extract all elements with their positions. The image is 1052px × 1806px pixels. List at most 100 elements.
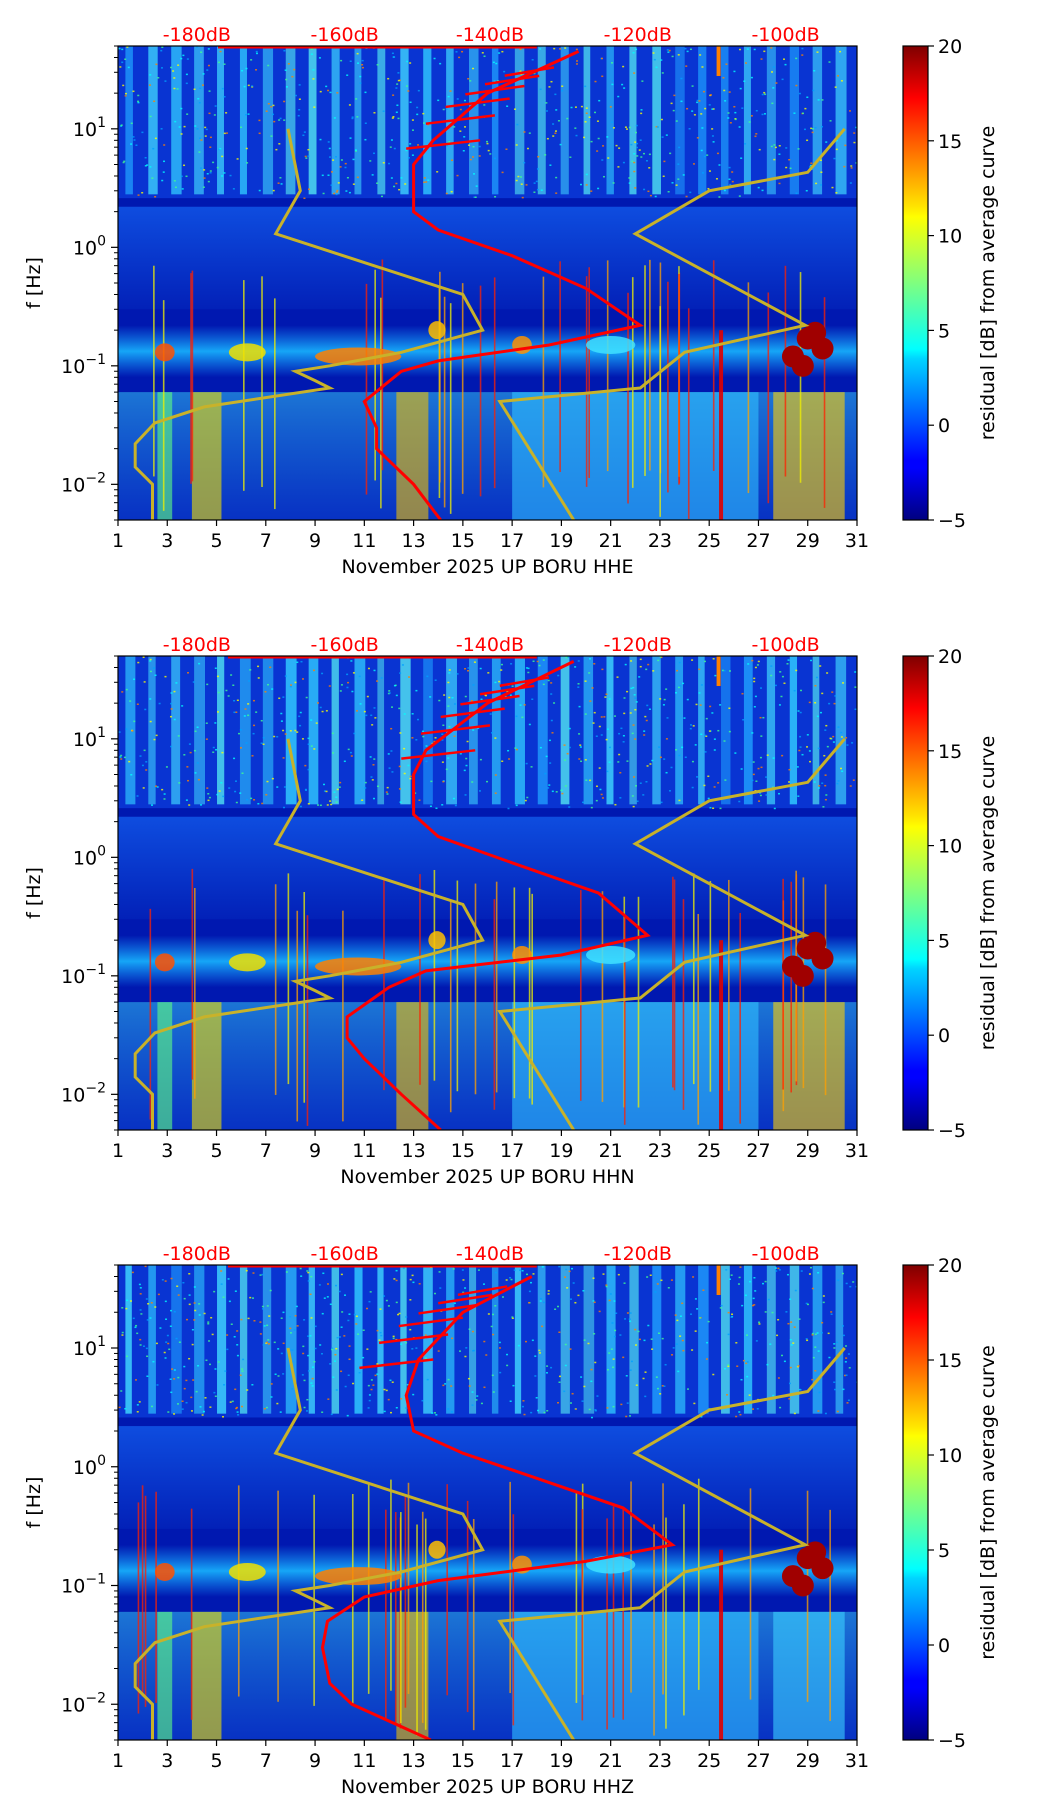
noise-speckle [260, 719, 263, 722]
x-tick-label: 27 [746, 1140, 770, 1162]
noise-speckle [442, 724, 445, 727]
noise-speckle [133, 720, 136, 723]
noise-speckle [181, 1400, 184, 1403]
noise-speckle [190, 1396, 193, 1399]
noise-speckle [257, 802, 260, 805]
noise-speckle [390, 177, 393, 179]
noise-speckle [517, 175, 520, 178]
noise-speckle [471, 156, 474, 158]
noise-speckle [449, 90, 452, 92]
noise-speckle [132, 136, 135, 138]
noise-speckle [139, 1338, 142, 1341]
noise-speckle [291, 75, 294, 78]
noise-speckle [799, 735, 802, 738]
noise-speckle [582, 1290, 585, 1292]
noise-speckle [539, 88, 542, 91]
noise-speckle [551, 790, 554, 793]
x-tick-label: 31 [845, 530, 869, 552]
noise-speckle [800, 1270, 803, 1272]
noise-speckle [277, 1348, 280, 1350]
transient-event-streak [823, 297, 826, 508]
noise-speckle [193, 88, 196, 91]
noise-speckle [850, 167, 853, 169]
noise-speckle [805, 189, 808, 192]
noise-speckle [464, 695, 467, 698]
noise-speckle [641, 80, 644, 82]
noise-speckle [741, 692, 744, 695]
noise-speckle [635, 131, 638, 134]
x-tick-label: 1 [112, 530, 124, 552]
noise-speckle [319, 1344, 322, 1346]
noise-speckle [417, 89, 420, 92]
noise-speckle [459, 752, 462, 755]
noise-speckle [790, 1344, 793, 1346]
noise-speckle [149, 670, 152, 673]
noise-speckle [610, 62, 613, 64]
noise-speckle [464, 1355, 467, 1358]
noise-speckle [325, 790, 328, 793]
noise-speckle [461, 1269, 464, 1271]
noise-speckle [600, 734, 603, 736]
noise-speckle [365, 714, 368, 717]
noise-speckle [429, 805, 432, 808]
noise-speckle [626, 1402, 629, 1404]
noise-speckle [626, 690, 629, 693]
noise-speckle [368, 1394, 371, 1396]
noise-speckle [411, 154, 414, 156]
noise-speckle [424, 1334, 427, 1336]
noise-speckle [176, 88, 179, 90]
noise-speckle [399, 801, 402, 803]
noise-speckle [187, 672, 190, 674]
daily-noise-stripe [125, 46, 133, 195]
noise-speckle [173, 1369, 176, 1371]
noise-speckle [327, 89, 330, 92]
noise-speckle [438, 1271, 441, 1273]
noise-speckle [339, 781, 342, 784]
x-axis-label: November 2025 UP BORU HHN [340, 1166, 634, 1188]
noise-speckle [587, 1342, 590, 1345]
transient-event-streak [424, 1518, 427, 1730]
noise-speckle [781, 78, 784, 81]
noise-speckle [578, 733, 581, 735]
noise-speckle [398, 788, 401, 790]
noise-speckle [598, 767, 601, 769]
noise-speckle [409, 775, 412, 778]
noise-speckle [575, 134, 578, 137]
noise-speckle [411, 119, 414, 121]
noise-speckle [681, 1339, 684, 1342]
noise-speckle [349, 751, 352, 754]
noise-speckle [828, 61, 831, 63]
noise-speckle [393, 1278, 396, 1280]
noise-speckle [283, 786, 286, 788]
noise-speckle [644, 715, 647, 718]
noise-speckle [422, 735, 425, 738]
noise-speckle [361, 66, 364, 69]
db-scale-label: -120dB [604, 634, 672, 656]
noise-speckle [405, 149, 408, 152]
colorbar-tick-label: 10 [938, 836, 962, 858]
noise-speckle [840, 736, 843, 738]
noise-speckle [283, 119, 286, 121]
noise-speckle [451, 1337, 454, 1340]
daily-noise-stripe [331, 1265, 340, 1414]
noise-speckle [425, 760, 428, 763]
noise-speckle [814, 1346, 817, 1348]
lowfreq-energy-block [396, 392, 429, 520]
transient-event-streak [709, 880, 712, 1092]
noise-speckle [246, 162, 249, 164]
x-tick-label: 31 [845, 1750, 869, 1772]
noise-speckle [539, 1300, 542, 1302]
noise-speckle [207, 1323, 210, 1325]
noise-speckle [494, 792, 497, 794]
noise-speckle [436, 171, 439, 173]
noise-speckle [183, 164, 186, 167]
noise-speckle [601, 75, 604, 78]
noise-speckle [772, 757, 775, 759]
transient-event-streak [404, 1496, 407, 1708]
noise-speckle [118, 47, 121, 50]
x-tick-label: 1 [112, 1750, 124, 1772]
noise-speckle [399, 672, 402, 674]
noise-speckle [145, 1298, 148, 1300]
noise-speckle [528, 1290, 531, 1293]
noise-speckle [197, 1365, 200, 1367]
